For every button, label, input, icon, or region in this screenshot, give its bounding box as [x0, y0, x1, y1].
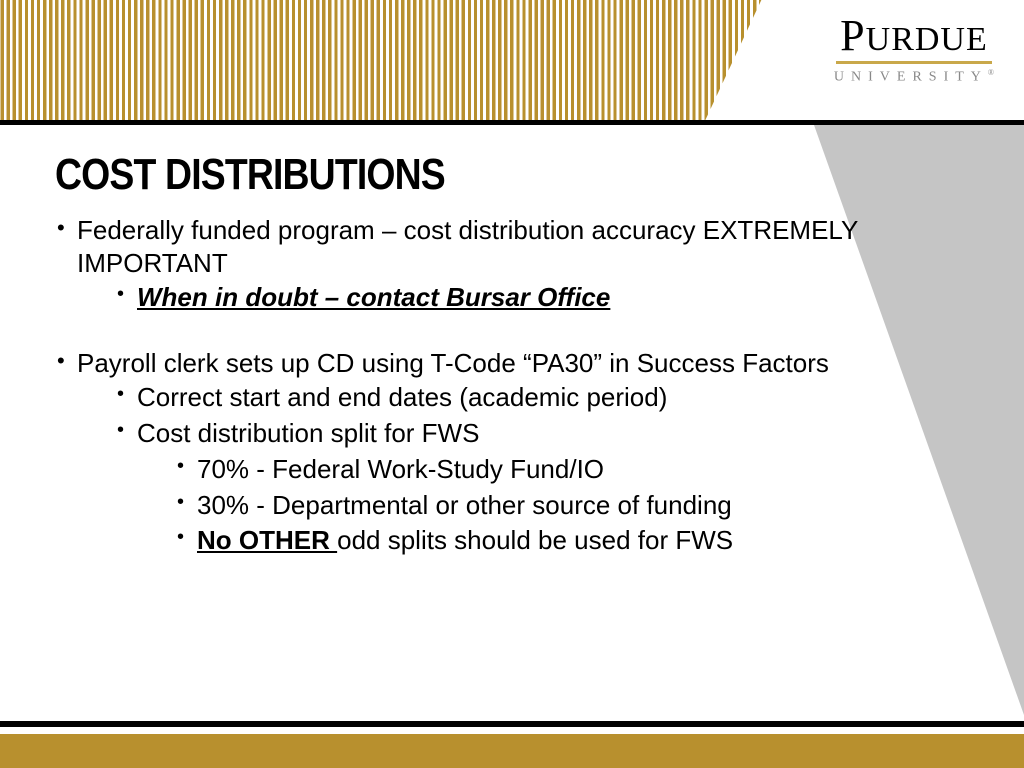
bullet-text: 30% - Departmental or other source of fu…: [197, 490, 732, 520]
spacer: [55, 319, 984, 347]
header-band: PURDUE UNIVERSITY®: [0, 0, 1024, 120]
bullet-item: Payroll clerk sets up CD using T-Code “P…: [55, 347, 984, 558]
bullet-list: Federally funded program – cost distribu…: [55, 214, 984, 315]
slide-content: COST DISTRIBUTIONS Federally funded prog…: [55, 150, 984, 562]
footer-rule-white: [0, 727, 1024, 734]
bullet-text: Payroll clerk sets up CD using T-Code “P…: [77, 348, 829, 378]
purdue-logo: PURDUE UNIVERSITY®: [834, 18, 994, 86]
logo-divider: [836, 61, 992, 64]
bullet-item: 70% - Federal Work-Study Fund/IO: [175, 453, 984, 487]
bullet-list: Payroll clerk sets up CD using T-Code “P…: [55, 347, 984, 558]
logo-subtext: UNIVERSITY®: [834, 68, 994, 86]
bullet-text-emphasis: No OTHER: [197, 525, 337, 555]
bullet-text: Correct start and end dates (academic pe…: [137, 382, 667, 412]
slide-title: COST DISTRIBUTIONS: [55, 150, 845, 200]
bullet-text-emphasis: When in doubt – contact Bursar Office: [137, 282, 610, 312]
header-stripes: [0, 0, 780, 120]
bullet-item: When in doubt – contact Bursar Office: [115, 281, 984, 315]
logo-cap: P: [840, 11, 865, 60]
logo-wordmark: PURDUE: [834, 18, 994, 59]
bullet-item: No OTHER odd splits should be used for F…: [175, 524, 984, 558]
logo-tm: ®: [988, 68, 994, 77]
logo-sub-label: UNIVERSITY: [834, 70, 988, 85]
logo-rest: URDUE: [866, 21, 988, 58]
bullet-item: 30% - Departmental or other source of fu…: [175, 489, 984, 523]
footer-band-gold: [0, 734, 1024, 768]
bullet-item: Cost distribution split for FWS 70% - Fe…: [115, 417, 984, 558]
bullet-item: Correct start and end dates (academic pe…: [115, 381, 984, 415]
bullet-item: Federally funded program – cost distribu…: [55, 214, 984, 315]
bullet-text: odd splits should be used for FWS: [337, 525, 733, 555]
bullet-text: 70% - Federal Work-Study Fund/IO: [197, 454, 604, 484]
bullet-text: Cost distribution split for FWS: [137, 418, 479, 448]
bullet-text: Federally funded program – cost distribu…: [77, 215, 858, 278]
footer: [0, 721, 1024, 768]
